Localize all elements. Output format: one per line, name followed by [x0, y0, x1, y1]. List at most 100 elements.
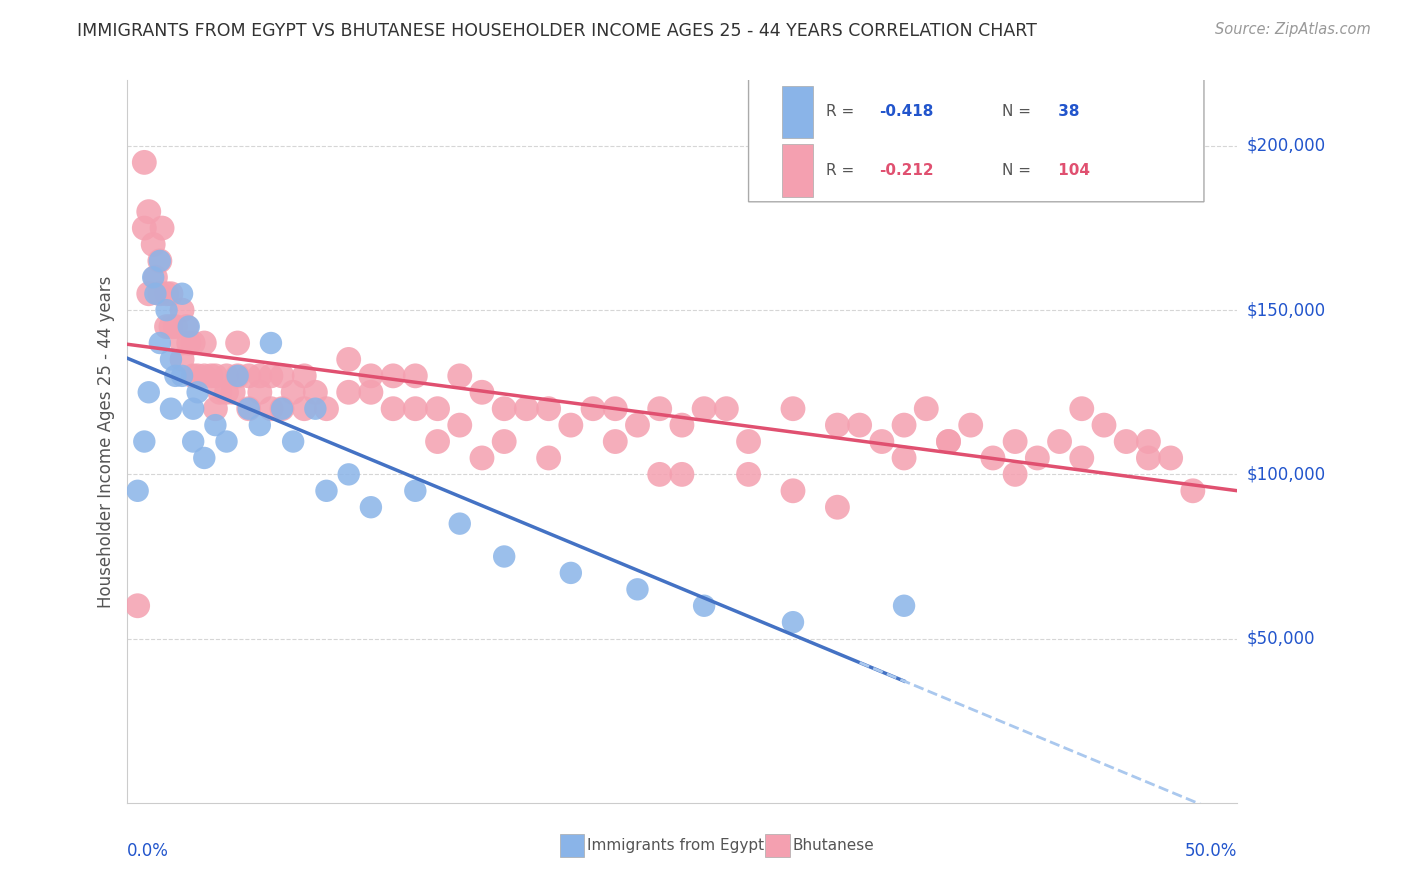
Text: 104: 104 — [1053, 163, 1090, 178]
Point — [149, 286, 172, 301]
Point — [134, 221, 156, 235]
Point — [1004, 467, 1026, 482]
Point — [870, 434, 893, 449]
Point — [149, 336, 172, 351]
Bar — [782, 86, 813, 138]
Point — [134, 434, 156, 449]
Point — [200, 368, 222, 383]
Bar — [765, 834, 790, 857]
Point — [222, 385, 245, 400]
Text: R =: R = — [827, 163, 859, 178]
Point — [181, 368, 204, 383]
Point — [449, 516, 471, 531]
Text: N =: N = — [1002, 163, 1036, 178]
Point — [149, 253, 172, 268]
Point — [172, 303, 194, 318]
Point — [537, 450, 560, 465]
Point — [827, 418, 849, 433]
Point — [193, 450, 215, 465]
Point — [138, 204, 160, 219]
Point — [193, 368, 215, 383]
Point — [181, 336, 204, 351]
Point — [149, 253, 172, 268]
Point — [449, 368, 471, 383]
Point — [449, 418, 471, 433]
Point — [271, 401, 294, 416]
Point — [1026, 450, 1049, 465]
Point — [226, 368, 249, 383]
Point — [915, 401, 938, 416]
Point — [938, 434, 960, 449]
Point — [315, 401, 337, 416]
Point — [155, 286, 177, 301]
Point — [249, 385, 271, 400]
Point — [1004, 434, 1026, 449]
Text: IMMIGRANTS FROM EGYPT VS BHUTANESE HOUSEHOLDER INCOME AGES 25 - 44 YEARS CORRELA: IMMIGRANTS FROM EGYPT VS BHUTANESE HOUSE… — [77, 22, 1038, 40]
Point — [426, 401, 449, 416]
Point — [172, 352, 194, 367]
Point — [187, 385, 209, 400]
Point — [215, 434, 238, 449]
Point — [893, 418, 915, 433]
Point — [172, 368, 194, 383]
Text: $100,000: $100,000 — [1246, 466, 1326, 483]
Bar — [560, 834, 583, 857]
Point — [626, 582, 648, 597]
Point — [1049, 434, 1071, 449]
Point — [260, 336, 283, 351]
Point — [238, 368, 260, 383]
Point — [1137, 450, 1160, 465]
Point — [181, 434, 204, 449]
Text: $200,000: $200,000 — [1246, 137, 1326, 155]
Point — [782, 401, 804, 416]
Point — [582, 401, 605, 416]
Point — [193, 336, 215, 351]
Point — [226, 336, 249, 351]
Point — [281, 385, 304, 400]
Text: N =: N = — [1002, 104, 1036, 120]
Text: -0.212: -0.212 — [880, 163, 934, 178]
Text: $50,000: $50,000 — [1246, 630, 1315, 648]
Point — [404, 401, 426, 416]
Point — [204, 368, 226, 383]
Point — [360, 385, 382, 400]
Point — [226, 368, 249, 383]
Point — [1070, 401, 1092, 416]
Text: -0.418: -0.418 — [880, 104, 934, 120]
Point — [260, 401, 283, 416]
Point — [1070, 450, 1092, 465]
Point — [1092, 418, 1115, 433]
Point — [249, 418, 271, 433]
Point — [382, 401, 405, 416]
Text: $150,000: $150,000 — [1246, 301, 1326, 319]
Bar — [782, 145, 813, 197]
Point — [560, 418, 582, 433]
Text: Bhutanese: Bhutanese — [793, 838, 875, 853]
Point — [172, 286, 194, 301]
Point — [238, 401, 260, 416]
Point — [160, 352, 183, 367]
Point — [271, 401, 294, 416]
Point — [150, 221, 173, 235]
Point — [737, 434, 759, 449]
Point — [537, 401, 560, 416]
Point — [238, 401, 260, 416]
Point — [215, 385, 238, 400]
Point — [1115, 434, 1137, 449]
Point — [1137, 434, 1160, 449]
Text: 38: 38 — [1053, 104, 1080, 120]
Point — [138, 385, 160, 400]
Point — [165, 319, 187, 334]
Point — [471, 450, 494, 465]
Point — [172, 336, 194, 351]
Point — [127, 599, 149, 613]
Point — [560, 566, 582, 580]
Point — [671, 418, 693, 433]
Point — [494, 549, 516, 564]
Point — [848, 418, 870, 433]
Point — [142, 237, 165, 252]
Point — [716, 401, 738, 416]
Point — [315, 483, 337, 498]
FancyBboxPatch shape — [748, 77, 1204, 202]
Point — [737, 467, 759, 482]
